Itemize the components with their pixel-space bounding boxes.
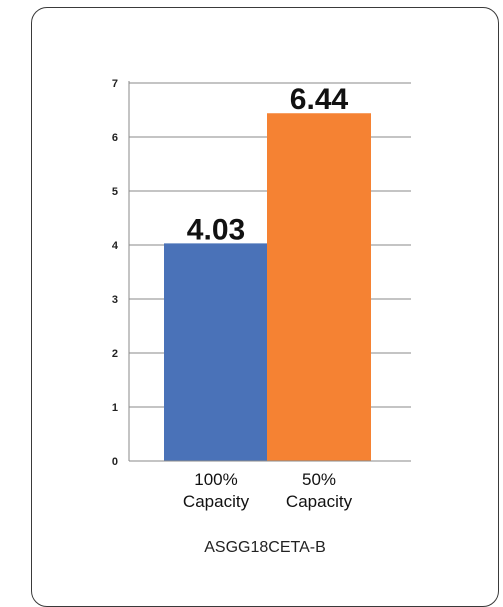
- y-tick-label: 1: [112, 402, 118, 414]
- bars: [164, 113, 371, 462]
- x-category-label: 50%: [302, 470, 336, 489]
- chart-caption: ASGG18CETA-B: [204, 539, 326, 556]
- x-category-label: Capacity: [286, 492, 353, 511]
- x-category-labels: 100% Capacity 50% Capacity: [183, 470, 353, 511]
- y-tick-label: 3: [112, 294, 118, 306]
- value-labels: 4.03 6.44: [187, 83, 349, 246]
- axis: [128, 81, 411, 462]
- value-label: 6.44: [290, 83, 349, 116]
- y-tick-label: 4: [112, 240, 119, 252]
- bar-chart: 0 1 2 3 4 5 6 7 100% Capacity 50% Capacity 4.03 6.4…: [112, 78, 411, 511]
- bar: [164, 243, 268, 461]
- y-tick-label: 2: [112, 348, 118, 360]
- value-label: 4.03: [187, 213, 245, 246]
- y-tick-label: 5: [112, 186, 118, 198]
- y-tick-label: 6: [112, 132, 118, 144]
- x-category-label: Capacity: [183, 492, 250, 511]
- x-category-label: 100%: [194, 470, 237, 489]
- y-tick-label: 0: [112, 456, 118, 468]
- y-tick-labels: 0 1 2 3 4 5 6 7: [112, 78, 119, 468]
- y-tick-label: 7: [112, 78, 118, 90]
- bar: [267, 113, 371, 462]
